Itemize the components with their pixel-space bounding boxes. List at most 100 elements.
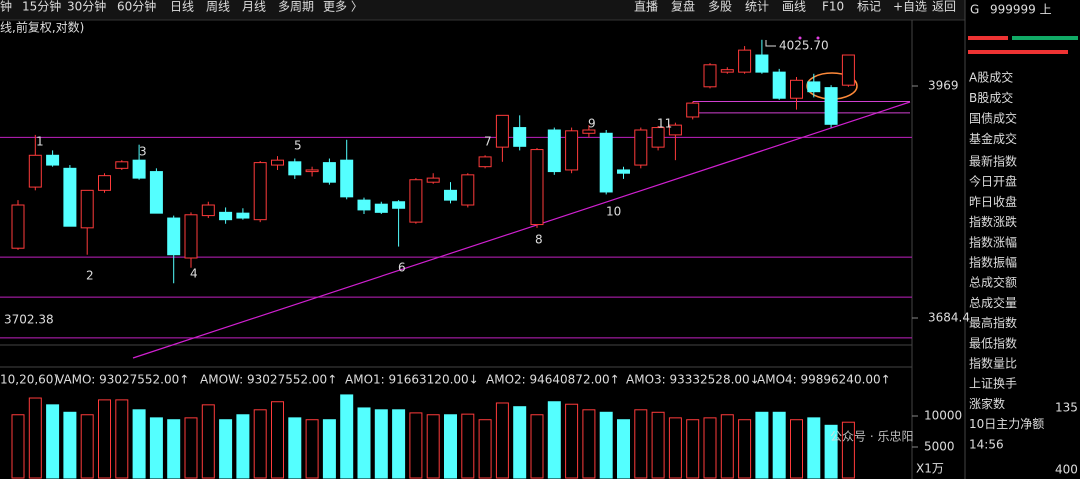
candle-body: [772, 71, 786, 99]
volume-bar: [219, 419, 233, 479]
panel-label: 基金成交: [969, 131, 1017, 146]
panel-label: 上证换手: [969, 377, 1017, 391]
legend-item: AMOW: 93027552.00↑: [200, 373, 337, 387]
volume-bar: [841, 421, 855, 479]
y-tick-label: 3684.4: [928, 310, 970, 324]
volume-bar: [80, 414, 94, 479]
annotation: 5: [294, 139, 302, 153]
high-label: 4025.70: [779, 39, 829, 53]
panel-label: 指数涨幅: [969, 234, 1017, 249]
panel-label: 最低指数: [969, 335, 1017, 350]
candle-body: [149, 171, 163, 214]
candle-body: [28, 154, 42, 188]
deco: [968, 50, 1068, 54]
toolbar-button[interactable]: 画线: [782, 0, 806, 14]
panel-value: 135: [1055, 401, 1078, 415]
toolbar-button[interactable]: +自选: [893, 0, 927, 14]
panel-label: 国债成交: [969, 111, 1017, 126]
candle-body: [409, 179, 423, 223]
candle-body: [167, 217, 181, 256]
volume-bar: [98, 399, 111, 479]
period-tab[interactable]: 周线: [206, 0, 230, 14]
legend-item: AMO1: 91663120.00↓: [345, 373, 479, 387]
trend-line: [132, 101, 911, 359]
candle-body: [565, 130, 579, 171]
candle-body: [340, 159, 354, 198]
volume-bar: [271, 401, 284, 479]
period-tab[interactable]: 钟: [0, 0, 12, 14]
toolbar: [0, 0, 965, 20]
toolbar-button[interactable]: 标记: [857, 0, 881, 14]
panel-label: 最新指数: [969, 154, 1017, 169]
volume-bar: [599, 411, 613, 479]
annotation: 9: [588, 117, 596, 131]
volume-bar: [253, 409, 267, 479]
annotation: 3: [139, 145, 147, 159]
dot: [798, 36, 802, 40]
candle-body: [478, 156, 492, 168]
candle-body: [495, 114, 509, 148]
volume-bar: [565, 403, 579, 479]
candle-body: [790, 79, 803, 99]
toolbar-button[interactable]: F10: [822, 0, 844, 14]
volume-bar: [651, 411, 665, 479]
candle-body: [599, 132, 613, 193]
period-tab[interactable]: 更多 〉: [323, 0, 363, 14]
volume-bar: [132, 409, 146, 479]
volume-bar: [46, 404, 60, 479]
volume-bar: [392, 409, 406, 479]
candle-body: [617, 169, 630, 174]
candle-body: [530, 149, 544, 226]
candle-body: [807, 81, 821, 93]
toolbar-button[interactable]: 统计: [745, 0, 769, 14]
annotation: 7: [484, 135, 492, 149]
candle-body: [322, 162, 336, 183]
period-tab[interactable]: 30分钟: [67, 0, 106, 14]
volume-bar: [720, 414, 734, 479]
candle-body: [253, 162, 267, 221]
deco: [968, 36, 1008, 40]
candle-body: [392, 201, 406, 209]
period-tab[interactable]: 多周期: [278, 0, 314, 14]
period-tab[interactable]: 日线: [170, 0, 194, 14]
period-tab[interactable]: 15分钟: [22, 0, 61, 14]
period-tab[interactable]: 60分钟: [117, 0, 156, 14]
volume-bar: [547, 401, 561, 479]
annotation: 4: [190, 267, 198, 281]
v-tick-label: 10000: [924, 409, 962, 423]
volume-bar: [790, 419, 803, 479]
candle-body: [668, 124, 682, 136]
candle-body: [132, 159, 146, 179]
candle-body: [357, 199, 371, 211]
toolbar-button[interactable]: 直播: [634, 0, 658, 14]
volume-bar: [444, 414, 457, 479]
period-tab[interactable]: 月线: [242, 0, 266, 14]
candle-body: [703, 64, 717, 88]
panel-label: 今日开盘: [969, 174, 1017, 189]
panel-value: 400: [1055, 463, 1078, 477]
panel-label: A股成交: [969, 70, 1013, 85]
candle-body: [738, 49, 752, 73]
candle-body: [426, 177, 440, 183]
toolbar-button[interactable]: 返回: [932, 0, 956, 14]
volume-bar: [167, 419, 181, 479]
high-pointer: [765, 40, 776, 47]
volume-bar: [28, 397, 42, 479]
candle-body: [305, 169, 319, 173]
candle-body: [236, 212, 250, 219]
volume-bar: [340, 394, 354, 479]
volume-bar: [495, 402, 509, 479]
toolbar-button[interactable]: 复盘: [671, 0, 695, 14]
candle-body: [374, 203, 388, 213]
annotation: 2: [86, 269, 94, 283]
candle-body: [444, 189, 457, 201]
dot: [816, 36, 820, 40]
volume-bar: [288, 417, 302, 479]
candle-body: [513, 127, 527, 147]
candle-body: [841, 54, 855, 86]
volume-bar: [668, 417, 682, 479]
volume-bar: [703, 417, 717, 479]
toolbar-button[interactable]: 多股: [708, 0, 732, 14]
candle-body: [80, 189, 94, 229]
